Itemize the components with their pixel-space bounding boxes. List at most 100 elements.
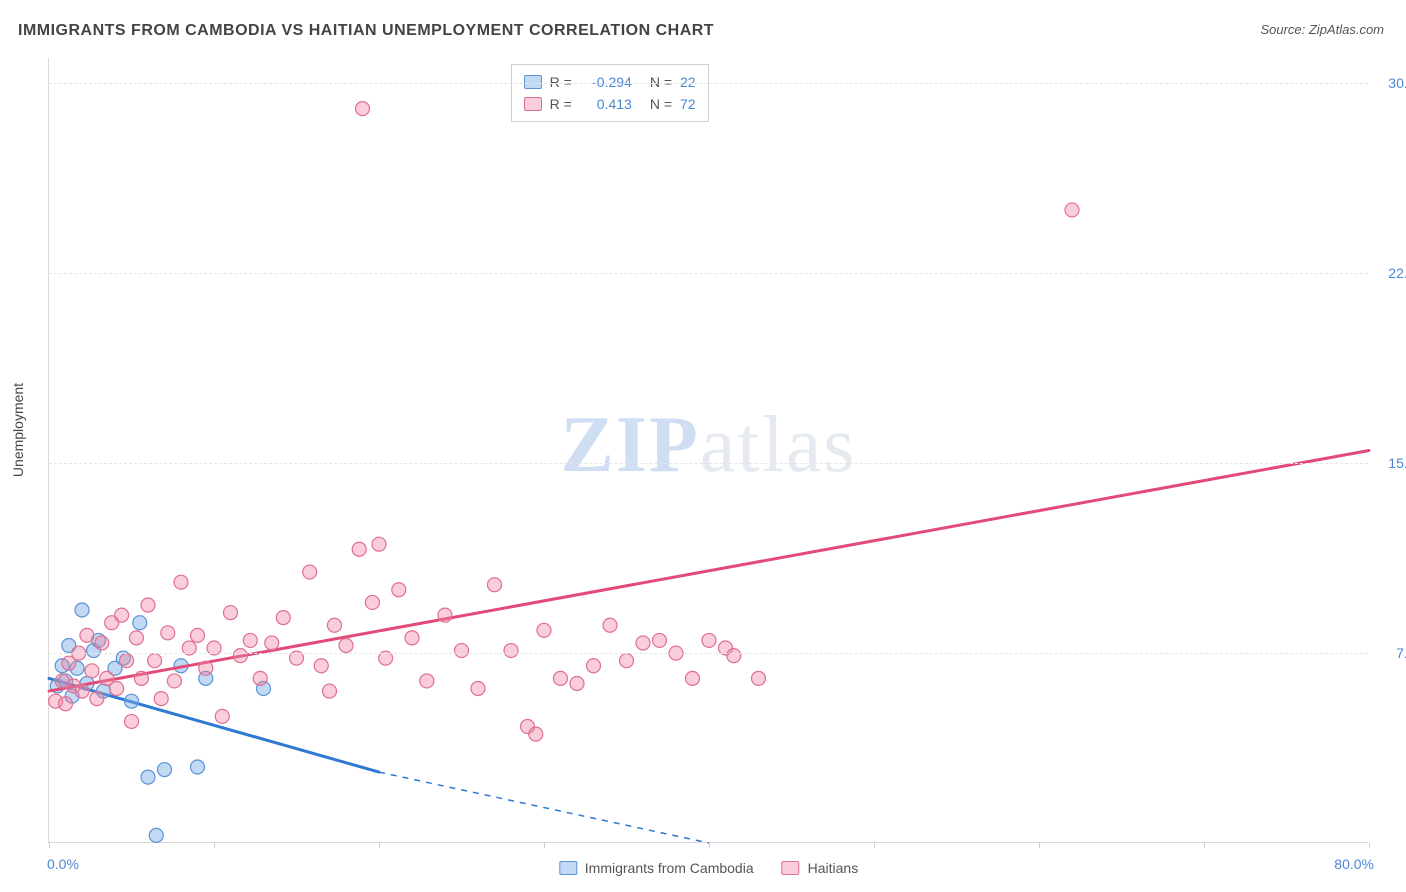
x-tick-mark [379, 842, 380, 848]
data-point-haitians [327, 618, 341, 632]
data-point-cambodia [75, 603, 89, 617]
y-tick-label: 22.5% [1373, 265, 1406, 281]
data-point-haitians [233, 649, 247, 663]
data-point-haitians [488, 578, 502, 592]
y-tick-label: 30.0% [1373, 75, 1406, 91]
data-point-haitians [323, 684, 337, 698]
x-tick-mark [544, 842, 545, 848]
x-tick-mark [1369, 842, 1370, 848]
data-point-haitians [570, 676, 584, 690]
x-tick-mark [709, 842, 710, 848]
data-point-cambodia [125, 694, 139, 708]
data-point-haitians [372, 537, 386, 551]
data-point-haitians [587, 659, 601, 673]
legend-swatch-cambodia-icon [524, 75, 542, 89]
data-point-haitians [161, 626, 175, 640]
data-point-haitians [148, 654, 162, 668]
data-point-haitians [529, 727, 543, 741]
data-point-haitians [265, 636, 279, 650]
gridline-h [49, 653, 1368, 654]
data-point-haitians [174, 575, 188, 589]
data-point-haitians [59, 697, 73, 711]
data-point-haitians [80, 628, 94, 642]
bottom-legend-swatch-haitians-icon [782, 861, 800, 875]
x-tick-mark [874, 842, 875, 848]
data-point-haitians [554, 671, 568, 685]
legend-n-value: 72 [680, 93, 696, 115]
source-label: Source: ZipAtlas.com [1260, 22, 1384, 37]
data-point-cambodia [158, 763, 172, 777]
bottom-legend-label: Immigrants from Cambodia [585, 860, 754, 876]
data-point-haitians [224, 606, 238, 620]
data-point-haitians [356, 102, 370, 116]
chart-title: IMMIGRANTS FROM CAMBODIA VS HAITIAN UNEM… [18, 22, 714, 40]
bottom-legend-item-cambodia: Immigrants from Cambodia [559, 860, 754, 876]
gridline-h [49, 83, 1368, 84]
data-point-haitians [75, 684, 89, 698]
data-point-haitians [339, 638, 353, 652]
correlation-legend: R =-0.294N =22R =0.413N =72 [511, 64, 709, 122]
data-point-cambodia [149, 828, 163, 842]
x-tick-label-max: 80.0% [1334, 856, 1374, 872]
data-point-haitians [653, 633, 667, 647]
data-point-haitians [702, 633, 716, 647]
legend-r-value: -0.294 [580, 71, 632, 93]
bottom-legend-item-haitians: Haitians [782, 860, 859, 876]
legend-r-value: 0.413 [580, 93, 632, 115]
data-point-haitians [636, 636, 650, 650]
data-point-haitians [620, 654, 634, 668]
data-point-haitians [314, 659, 328, 673]
data-point-haitians [303, 565, 317, 579]
data-point-haitians [405, 631, 419, 645]
data-point-haitians [215, 709, 229, 723]
data-point-cambodia [141, 770, 155, 784]
data-point-haitians [438, 608, 452, 622]
trend-line-extrap-cambodia [379, 772, 709, 843]
legend-n-label: N = [650, 71, 672, 93]
data-point-haitians [686, 671, 700, 685]
series-legend: Immigrants from Cambodia Haitians [559, 860, 858, 876]
data-point-haitians [167, 674, 181, 688]
scatter-svg [49, 58, 1368, 842]
x-tick-mark [1204, 842, 1205, 848]
data-point-haitians [504, 644, 518, 658]
plot-area: ZIPatlas R =-0.294N =22R =0.413N =72 Imm… [48, 58, 1368, 843]
data-point-haitians [1065, 203, 1079, 217]
data-point-haitians [537, 623, 551, 637]
data-point-haitians [191, 628, 205, 642]
data-point-haitians [455, 644, 469, 658]
data-point-haitians [95, 636, 109, 650]
legend-row-haitians: R =0.413N =72 [524, 93, 696, 115]
gridline-h [49, 273, 1368, 274]
legend-r-label: R = [550, 71, 572, 93]
data-point-haitians [352, 542, 366, 556]
data-point-haitians [115, 608, 129, 622]
bottom-legend-label: Haitians [808, 860, 859, 876]
data-point-haitians [752, 671, 766, 685]
data-point-haitians [129, 631, 143, 645]
x-tick-mark [1039, 842, 1040, 848]
data-point-haitians [603, 618, 617, 632]
data-point-haitians [125, 714, 139, 728]
data-point-haitians [392, 583, 406, 597]
x-tick-mark [49, 842, 50, 848]
gridline-h [49, 463, 1368, 464]
data-point-haitians [365, 595, 379, 609]
bottom-legend-swatch-cambodia-icon [559, 861, 577, 875]
legend-n-label: N = [650, 93, 672, 115]
data-point-cambodia [133, 616, 147, 630]
data-point-haitians [90, 692, 104, 706]
legend-n-value: 22 [680, 71, 696, 93]
data-point-haitians [199, 661, 213, 675]
data-point-haitians [110, 682, 124, 696]
data-point-haitians [120, 654, 134, 668]
data-point-haitians [276, 611, 290, 625]
data-point-haitians [420, 674, 434, 688]
data-point-haitians [243, 633, 257, 647]
y-tick-label: 15.0% [1373, 455, 1406, 471]
data-point-haitians [141, 598, 155, 612]
x-tick-label-min: 0.0% [47, 856, 79, 872]
data-point-cambodia [191, 760, 205, 774]
data-point-haitians [85, 664, 99, 678]
data-point-haitians [154, 692, 168, 706]
